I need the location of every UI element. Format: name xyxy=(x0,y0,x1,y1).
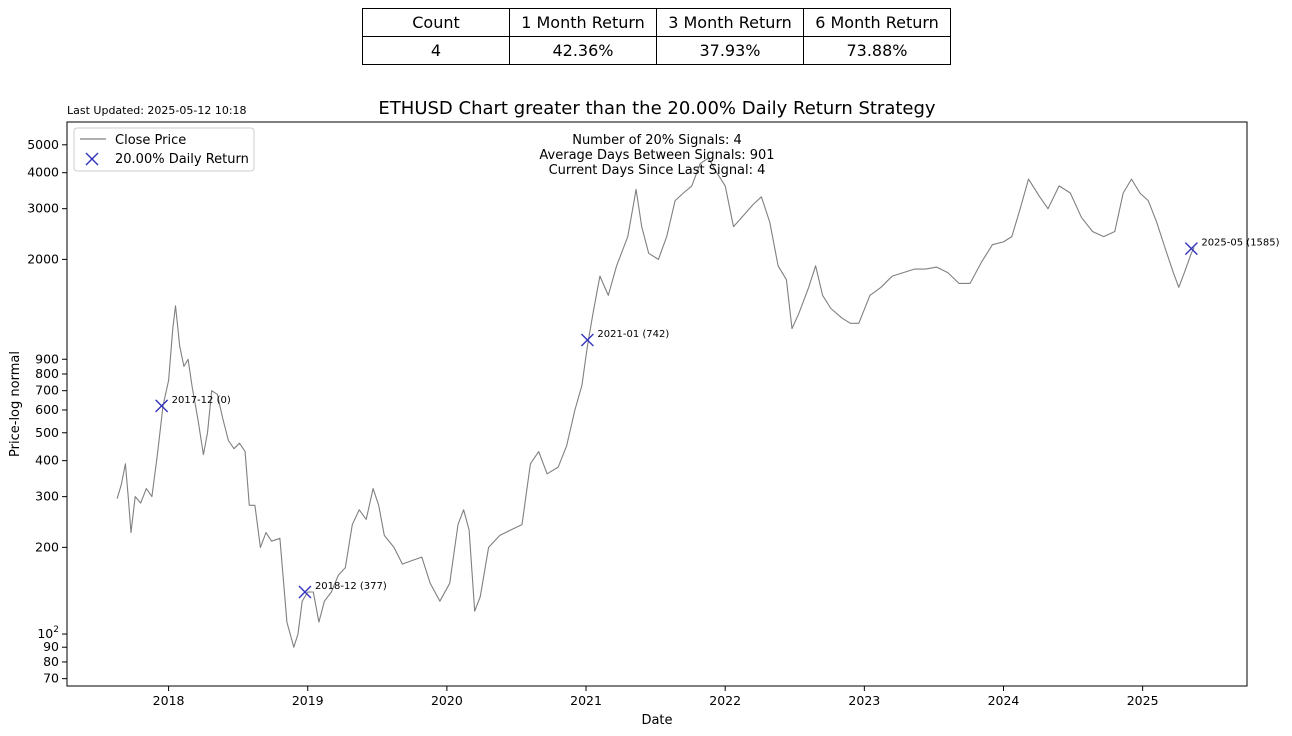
y-tick-label: 500 xyxy=(35,425,59,440)
header-count: Count xyxy=(362,8,510,37)
value-6-month-return: 73.88% xyxy=(803,36,951,65)
legend-box xyxy=(73,127,255,172)
plot-frame xyxy=(66,121,1248,687)
legend: Close Price 20.00% Daily Return xyxy=(73,127,255,172)
signal-marker xyxy=(155,399,169,413)
legend-close-price: Close Price xyxy=(115,133,186,148)
info-days-since-last: Current Days Since Last Signal: 4 xyxy=(549,163,766,178)
legend-daily-return: 20.00% Daily Return xyxy=(115,152,249,167)
signal-label: 2021-01 (742) xyxy=(597,329,669,340)
info-signals-count: Number of 20% Signals: 4 xyxy=(572,133,742,148)
last-updated-text: Last Updated: 2025-05-12 10:18 xyxy=(67,104,247,117)
x-tick-label: 2023 xyxy=(848,693,880,708)
y-tick-label: 70 xyxy=(43,671,59,686)
table-value-row: 4 42.36% 37.93% 73.88% xyxy=(362,36,951,65)
y-tick-label: 80 xyxy=(43,654,59,669)
y-tick-label: 800 xyxy=(35,366,59,381)
plot-area: 2017-12 (0) 2018-12 (377) 2021-01 (742) 202… xyxy=(116,157,1280,648)
signal-marker xyxy=(298,585,312,599)
signal-marker xyxy=(580,333,594,347)
x-tick-label: 2018 xyxy=(153,693,185,708)
x-tick-label: 2021 xyxy=(570,693,602,708)
chart-title: ETHUSD Chart greater than the 20.00% Dai… xyxy=(378,98,935,119)
header-6-month-return: 6 Month Return xyxy=(803,8,951,37)
signal-label: 2018-12 (377) xyxy=(315,581,387,592)
table-header-row: Count 1 Month Return 3 Month Return 6 Mo… xyxy=(362,8,951,37)
signal-label: 2025-05 (1585) xyxy=(1201,238,1279,249)
y-tick-label: 4000 xyxy=(27,165,59,180)
y-tick-label: 300 xyxy=(35,489,59,504)
y-tick-label-exponent: 2 xyxy=(53,625,59,635)
signal-marker xyxy=(1184,242,1198,256)
y-tick-label: 3000 xyxy=(27,201,59,216)
y-tick-label: 2000 xyxy=(27,251,59,266)
signal-label: 2017-12 (0) xyxy=(172,395,231,406)
y-tick-label: 200 xyxy=(35,539,59,554)
x-tick-label: 2020 xyxy=(431,693,463,708)
info-average-days: Average Days Between Signals: 901 xyxy=(539,148,774,163)
y-tick-label: 900 xyxy=(35,351,59,366)
x-tick-label: 2019 xyxy=(292,693,324,708)
returns-summary-table: Count 1 Month Return 3 Month Return 6 Mo… xyxy=(362,8,951,65)
y-axis-label: Price-log normal xyxy=(8,351,23,457)
axis-ticks: 2018 2019 2020 2021 2022 2023 2024 2025 70 809010… xyxy=(27,137,1158,708)
y-tick-label: 700 xyxy=(35,383,59,398)
y-tick-label: 102 xyxy=(37,625,59,641)
x-tick-label: 2024 xyxy=(988,693,1020,708)
y-tick-label: 600 xyxy=(35,402,59,417)
legend-x-marker-icon xyxy=(85,152,99,166)
x-tick-label: 2025 xyxy=(1127,693,1159,708)
value-1-month-return: 42.36% xyxy=(509,36,657,65)
x-axis-label: Date xyxy=(641,713,672,728)
x-tick-label: 2022 xyxy=(709,693,741,708)
value-3-month-return: 37.93% xyxy=(656,36,804,65)
y-tick-label: 5000 xyxy=(27,137,59,152)
y-tick-label: 400 xyxy=(35,453,59,468)
y-tick-label-base: 10 xyxy=(37,626,53,641)
header-1-month-return: 1 Month Return xyxy=(509,8,657,37)
close-price-line xyxy=(116,157,1195,648)
y-tick-label: 90 xyxy=(43,639,59,654)
